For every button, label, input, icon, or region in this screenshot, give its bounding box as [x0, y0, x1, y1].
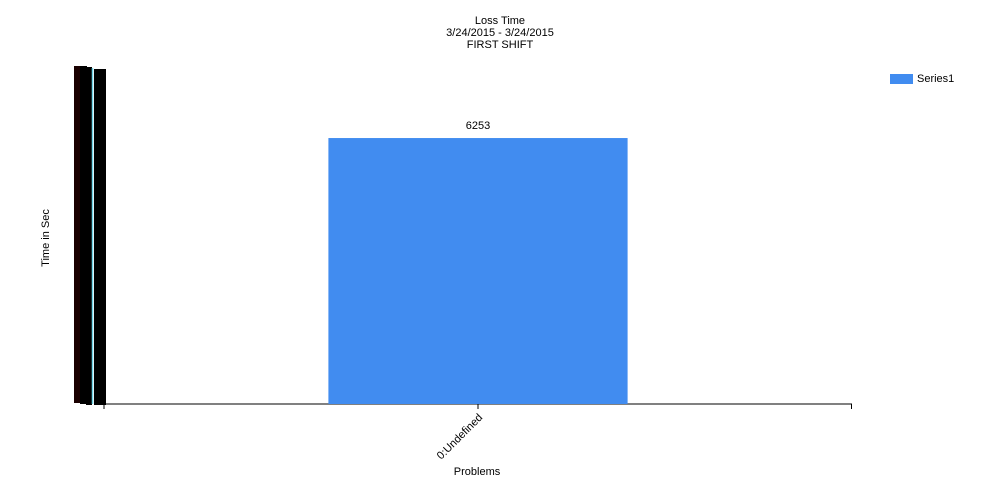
legend-label-series1: Series1: [917, 73, 955, 85]
x-axis-label: Problems: [453, 466, 501, 478]
bar-1: [328, 138, 628, 404]
data-label-1: 6253: [466, 120, 490, 132]
y-axis-garbled-labels: [74, 66, 106, 405]
y-axis-label-block-3: [86, 67, 92, 405]
chart-title-line-2: 3/24/2015 - 3/24/2015: [446, 27, 554, 39]
y-axis-label-block-2: [80, 66, 87, 404]
y-axis-label-block-1: [74, 66, 81, 403]
y-axis-label-block-4: [94, 69, 106, 405]
legend-swatch-series1: [890, 74, 913, 84]
x-tick-label-1: 0:Undefined: [435, 412, 485, 462]
chart-title-line-3: FIRST SHIFT: [466, 39, 534, 51]
chart-title-line-1: Loss Time: [474, 15, 526, 27]
legend: Series1: [890, 73, 954, 85]
